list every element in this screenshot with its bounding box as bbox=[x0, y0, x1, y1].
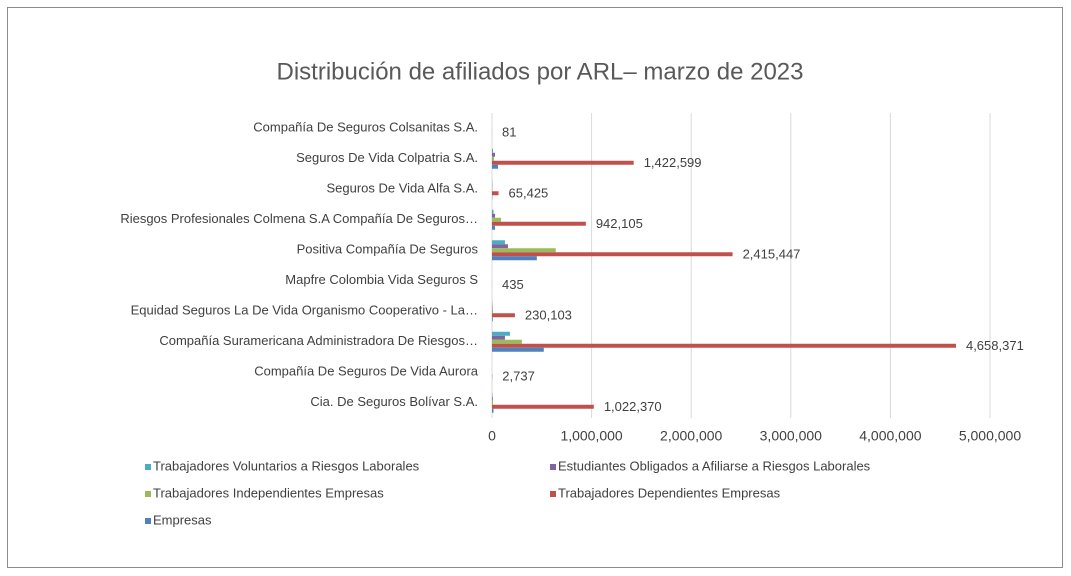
y-tick-label: Seguros De Vida Colpatria S.A. bbox=[296, 150, 478, 165]
data-label: 942,105 bbox=[596, 216, 643, 231]
data-label: 4,658,371 bbox=[966, 338, 1024, 353]
x-tick-label: 2,000,000 bbox=[660, 428, 722, 444]
legend-swatch bbox=[145, 464, 151, 470]
y-tick-label: Equidad Seguros La De Vida Organismo Coo… bbox=[131, 303, 478, 318]
legend-label: Estudiantes Obligados a Afiliarse a Ries… bbox=[558, 458, 871, 473]
bar bbox=[492, 347, 544, 352]
legend-label: Trabajadores Dependientes Empresas bbox=[558, 485, 781, 500]
data-label: 1,422,599 bbox=[644, 155, 702, 170]
y-tick-label: Seguros De Vida Alfa S.A. bbox=[326, 181, 478, 196]
y-tick-label: Positiva Compañía De Seguros bbox=[297, 242, 479, 257]
bar bbox=[492, 404, 594, 409]
bar bbox=[492, 164, 498, 169]
bar bbox=[492, 148, 493, 153]
legend-swatch bbox=[145, 491, 151, 497]
y-tick-label: Compañía De Seguros Colsanitas S.A. bbox=[253, 120, 478, 135]
data-label: 230,103 bbox=[525, 308, 572, 323]
bar bbox=[492, 191, 499, 196]
bar bbox=[492, 152, 495, 157]
data-label: 65,425 bbox=[509, 186, 549, 201]
bar bbox=[492, 339, 522, 344]
bar bbox=[492, 221, 586, 226]
legend-label: Trabajadores Voluntarios a Riesgos Labor… bbox=[153, 458, 420, 473]
x-tick-label: 4,000,000 bbox=[859, 428, 921, 444]
bar bbox=[492, 335, 505, 340]
data-label: 81 bbox=[502, 125, 516, 140]
bar bbox=[492, 252, 733, 257]
x-tick-label: 3,000,000 bbox=[760, 428, 822, 444]
x-tick-label: 0 bbox=[488, 428, 496, 444]
bar bbox=[492, 160, 634, 165]
chart-title: Distribución de afiliados por ARL– marzo… bbox=[277, 58, 804, 85]
frame bbox=[7, 7, 1063, 568]
x-tick-label: 1,000,000 bbox=[560, 428, 622, 444]
bar bbox=[492, 408, 494, 413]
legend-swatch bbox=[550, 491, 556, 497]
bar bbox=[492, 256, 537, 261]
bar bbox=[492, 217, 501, 222]
y-tick-label: Mapfre Colombia Vida Seguros S bbox=[285, 272, 478, 287]
bar bbox=[492, 331, 510, 336]
y-tick-label: Riesgos Profesionales Colmena S.A Compañ… bbox=[120, 211, 478, 226]
bar bbox=[492, 317, 493, 322]
bar bbox=[492, 396, 493, 401]
data-label: 1,022,370 bbox=[604, 399, 662, 414]
legend-swatch bbox=[550, 464, 556, 470]
y-tick-label: Compañía Suramericana Administradora De … bbox=[159, 333, 478, 348]
data-label: 435 bbox=[502, 277, 524, 292]
bar bbox=[492, 209, 494, 214]
data-label: 2,737 bbox=[502, 369, 535, 384]
x-tick-label: 5,000,000 bbox=[959, 428, 1021, 444]
bar bbox=[492, 248, 556, 253]
bar bbox=[492, 213, 495, 218]
bar bbox=[492, 400, 493, 405]
bar bbox=[492, 225, 495, 230]
legend-label: Empresas bbox=[153, 512, 212, 527]
legend-swatch bbox=[145, 518, 151, 524]
bar bbox=[492, 313, 515, 318]
bar bbox=[492, 343, 956, 348]
bar bbox=[492, 244, 508, 249]
y-tick-label: Compañía De Seguros De Vida Aurora bbox=[254, 364, 479, 379]
bar bbox=[492, 309, 493, 314]
y-tick-label: Cia. De Seguros Bolívar S.A. bbox=[310, 394, 478, 409]
bar bbox=[492, 240, 505, 245]
data-label: 2,415,447 bbox=[743, 247, 801, 262]
bar bbox=[492, 156, 494, 161]
legend-label: Trabajadores Independientes Empresas bbox=[153, 485, 384, 500]
